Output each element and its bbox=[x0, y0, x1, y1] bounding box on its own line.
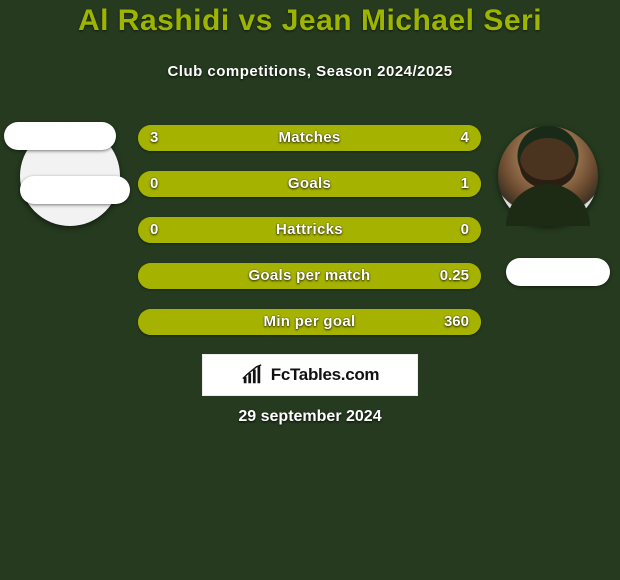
stat-bar-value-left: 3 bbox=[150, 125, 158, 151]
stat-bar-row: Matches3 4 bbox=[138, 125, 481, 151]
vs-separator: vs bbox=[239, 4, 273, 37]
stat-bar-value-right: 1 bbox=[461, 171, 469, 197]
stat-bar-label: Min per goal bbox=[138, 309, 481, 335]
subtitle: Club competitions, Season 2024/2025 bbox=[0, 63, 620, 80]
player-right-avatar bbox=[498, 126, 598, 226]
stat-bar-label: Goals per match bbox=[138, 263, 481, 289]
stat-bar-value-left: 0 bbox=[150, 217, 158, 243]
stat-bar-value-left: 0 bbox=[150, 171, 158, 197]
player-left-club-badge-2 bbox=[20, 176, 130, 204]
player-left-name: Al Rashidi bbox=[78, 4, 230, 37]
infographic-canvas: Al Rashidi vs Jean Michael Seri Club com… bbox=[0, 0, 620, 580]
page-title: Al Rashidi vs Jean Michael Seri bbox=[0, 4, 620, 38]
stat-bars: Matches34Goals01Hattricks00Goals per mat… bbox=[138, 125, 481, 355]
stat-bar-row: Min per goal360 bbox=[138, 309, 481, 335]
stat-bar-row: Hattricks0 0 bbox=[138, 217, 481, 243]
stat-bar-value-right: 360 bbox=[444, 309, 469, 335]
player-right-club-badge-1 bbox=[506, 258, 610, 286]
stat-bar-label: Hattricks bbox=[138, 217, 481, 243]
footer-date: 29 september 2024 bbox=[0, 408, 620, 426]
stat-bar-label: Goals bbox=[138, 171, 481, 197]
stat-bar-row: Goals per match0.25 bbox=[138, 263, 481, 289]
stat-bar-row: Goals0 1 bbox=[138, 171, 481, 197]
player-left-club-badge-1 bbox=[4, 122, 116, 150]
stat-bar-value-right: 0.25 bbox=[440, 263, 469, 289]
stat-bar-value-right: 0 bbox=[461, 217, 469, 243]
stat-bar-label: Matches bbox=[138, 125, 481, 151]
player-right-name: Jean Michael Seri bbox=[282, 4, 542, 37]
branding-text: FcTables.com bbox=[271, 365, 380, 385]
stat-bar-value-right: 4 bbox=[461, 125, 469, 151]
bar-chart-icon bbox=[241, 364, 263, 386]
branding-badge: FcTables.com bbox=[202, 354, 418, 396]
